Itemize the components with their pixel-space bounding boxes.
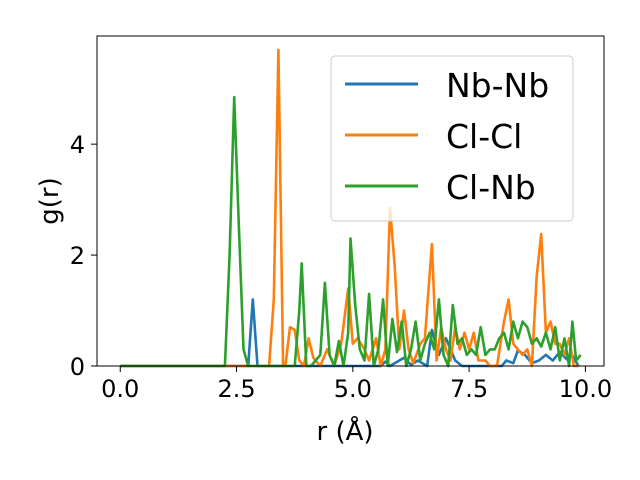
legend: Nb-Nb Cl-Cl Cl-Nb [330, 55, 574, 222]
y-axis-label: g(r) [35, 177, 65, 224]
x-tick-label: 10.0 [559, 375, 612, 403]
y-tick-label: 4 [70, 131, 85, 159]
x-axis: 0.0 2.5 5.0 7.5 10.0 [101, 366, 612, 403]
series-line-cl-cl [120, 48, 579, 368]
x-tick-label: 7.5 [450, 375, 488, 403]
y-tick-label: 0 [70, 353, 85, 381]
x-tick-label: 5.0 [334, 375, 372, 403]
x-tick-label: 2.5 [217, 375, 255, 403]
legend-label-cl-cl: Cl-Cl [446, 117, 522, 156]
y-tick-label: 2 [70, 242, 85, 270]
legend-label-nb-nb: Nb-Nb [446, 66, 549, 105]
x-axis-label: r (Å) [316, 415, 373, 447]
x-tick-label: 0.0 [101, 375, 139, 403]
legend-label-cl-nb: Cl-Nb [446, 168, 536, 207]
y-axis: 0 2 4 [70, 131, 97, 381]
plot-frame [96, 35, 605, 367]
legend-box [330, 55, 574, 222]
